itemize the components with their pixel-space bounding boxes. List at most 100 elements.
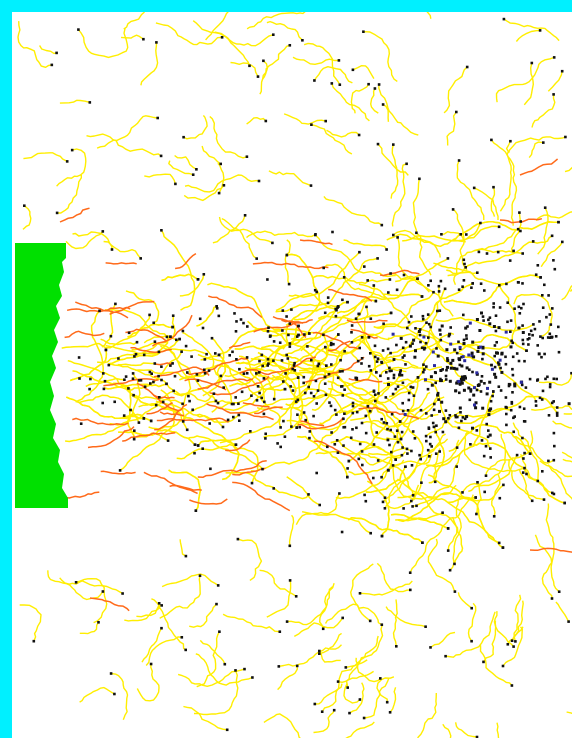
particle-dot [368, 619, 372, 623]
particle-dot [222, 386, 225, 389]
particle-dot [541, 306, 545, 309]
particle-dot [143, 385, 147, 389]
particle-dot [464, 326, 468, 330]
particle-dot [372, 443, 376, 446]
particle-dot [336, 680, 340, 683]
particle-dot [425, 439, 428, 443]
particle-dot [552, 93, 555, 96]
particle-dot [449, 326, 452, 329]
particle-dot [225, 728, 229, 732]
radial-trail [463, 431, 525, 473]
particle-dot [497, 541, 501, 545]
particle-dot [134, 353, 138, 356]
stream-trail [122, 413, 152, 422]
particle-dot [445, 368, 448, 372]
particle-dot [462, 388, 466, 392]
particle-dot [132, 437, 136, 441]
particle-dot [463, 417, 467, 421]
particle-dot [351, 401, 355, 405]
particle-dot [184, 648, 187, 652]
radial-trail [490, 139, 518, 226]
orange-trail [348, 377, 383, 383]
particle-dot [358, 346, 361, 350]
radial-trail [392, 229, 441, 258]
scattered-trail [376, 676, 395, 703]
scattered-trail [385, 606, 426, 628]
scattered-trail [183, 184, 225, 202]
particle-dot [113, 400, 116, 404]
particle-dot [475, 371, 479, 375]
stream-trail [69, 349, 108, 382]
scattered-trail [120, 34, 144, 40]
particle-dot [360, 450, 364, 453]
stream-trail [377, 291, 435, 329]
particle-dot [323, 311, 327, 315]
particle-dot [479, 379, 483, 383]
particle-dot [449, 342, 453, 346]
particle-dot [400, 373, 404, 377]
particle-dot [567, 402, 571, 406]
particle-dot [552, 458, 556, 462]
particle-dot [50, 63, 54, 67]
radial-trail [490, 187, 496, 217]
particle-dot [346, 467, 349, 470]
particle-dot [226, 418, 230, 422]
scattered-trail [96, 115, 158, 149]
particle-dot [362, 30, 365, 33]
particle-dot [474, 406, 478, 410]
radial-trail [438, 286, 454, 317]
particle-dot [281, 309, 285, 312]
particle-dot [526, 338, 530, 341]
stream-trail [311, 350, 346, 411]
particle-dot [160, 626, 163, 630]
particle-dot [496, 351, 499, 355]
particle-dot [534, 273, 538, 276]
particle-dot [328, 401, 331, 404]
particle-dot [498, 358, 502, 362]
particle-dot [102, 387, 106, 391]
particle-dot [547, 414, 551, 417]
particle-dot [165, 382, 168, 386]
particle-dot [349, 436, 353, 440]
particle-dot [422, 363, 425, 366]
particle-dot [419, 340, 422, 344]
scattered-trail [177, 668, 245, 687]
particle-dot [484, 474, 488, 477]
orange-trail [254, 406, 283, 415]
particle-dot [497, 361, 500, 364]
particle-dot [236, 537, 240, 541]
particle-dot [458, 391, 461, 395]
radial-trail [406, 327, 447, 353]
particle-dot [161, 400, 165, 404]
particle-dot [355, 378, 358, 381]
particle-dot [517, 281, 520, 284]
particle-dot [122, 414, 126, 417]
particle-dot [354, 376, 357, 380]
particle-dot [463, 375, 467, 379]
particle-dot [389, 428, 392, 432]
particle-dot [219, 162, 222, 166]
particle-dot [221, 425, 225, 429]
particle-dot [424, 378, 427, 382]
particle-dot [482, 319, 485, 322]
scattered-trail [287, 586, 334, 626]
stream-trail [176, 443, 259, 484]
particle-dot [523, 451, 526, 455]
particle-dot [511, 373, 515, 377]
particle-dot [386, 468, 390, 472]
particle-dot [291, 389, 295, 392]
stream-trail [286, 253, 321, 321]
particle-dot [418, 453, 421, 457]
particle-dot [453, 590, 457, 593]
scattered-trail [370, 88, 379, 114]
scattered-trail [313, 65, 353, 84]
particle-dot [185, 428, 189, 432]
orange-trail [72, 417, 129, 426]
stream-trail [200, 328, 310, 361]
scattered-trail [319, 632, 342, 655]
stream-trail [303, 388, 375, 397]
stream-trail [160, 229, 196, 311]
particle-dot [360, 362, 363, 365]
particle-dot [474, 401, 478, 405]
scattered-trail [430, 631, 456, 648]
